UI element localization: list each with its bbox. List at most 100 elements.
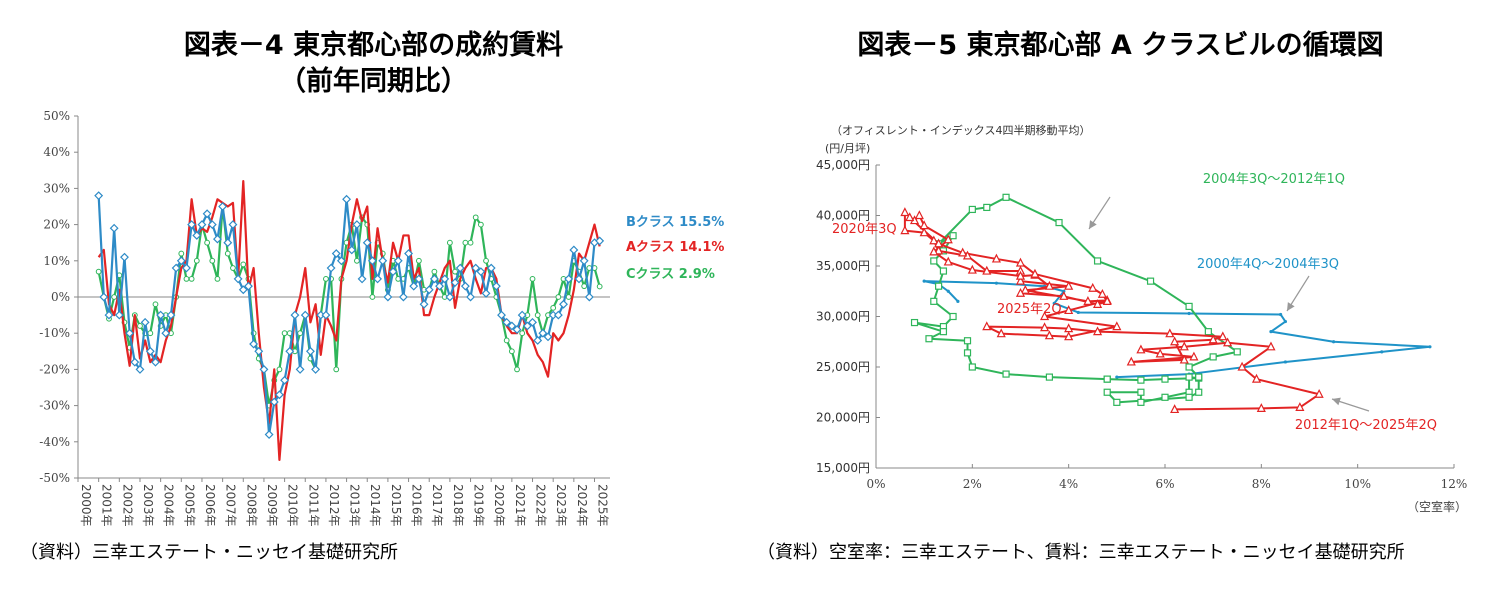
data-point (369, 294, 376, 300)
yoy-line-chart: 50% 40% 30% 20% 10% 0% -10% -20% -30% -40% -50% 200… (39, 109, 724, 527)
chart-title-right: 図表－5 東京都心部 A クラスビルの循環図 (857, 30, 1384, 61)
x-tick-label: 2017年 (430, 484, 444, 527)
data-point (512, 325, 522, 335)
data-point (238, 285, 248, 295)
data-point (388, 267, 398, 277)
x-tick-label: 2009年 (265, 484, 279, 527)
data-point (534, 312, 541, 319)
data-point (564, 274, 574, 284)
x-tick-label: 2012年 (327, 484, 341, 527)
x-tick-label: 2000年 (79, 484, 93, 527)
data-point (94, 191, 104, 201)
data-point (595, 236, 605, 246)
y-tick-label: 10% (43, 254, 70, 268)
data-point (935, 282, 943, 290)
data-point (1269, 330, 1273, 334)
data-point (300, 310, 310, 320)
data-point (491, 281, 501, 291)
y-tick-label: 45,000円 (816, 158, 870, 172)
data-point (187, 220, 197, 230)
data-point (900, 225, 910, 235)
data-point (321, 310, 331, 320)
y-tick-label: -50% (39, 471, 70, 485)
data-point (354, 257, 360, 264)
data-point (1059, 290, 1069, 300)
chart-title-line2: （前年同期比） (279, 66, 468, 97)
data-point (404, 249, 414, 259)
x-tick-label: 2006年 (203, 484, 217, 527)
data-point (130, 357, 140, 367)
data-point (930, 257, 938, 265)
data-point (922, 279, 926, 283)
x-tick-label: 0% (866, 477, 885, 491)
annotation-label: 2025年2Q (997, 302, 1062, 317)
data-point (1044, 280, 1054, 290)
data-point (460, 281, 470, 291)
end-label: Bクラス 15.5% (626, 215, 724, 230)
data-point (982, 321, 992, 331)
x-tick-label: 2015年 (389, 484, 403, 527)
data-point (1251, 373, 1262, 383)
y-tick-label: 0% (51, 290, 70, 304)
x-tick-label: 6% (1155, 477, 1174, 491)
data-point (1015, 270, 1026, 280)
data-point (1040, 322, 1050, 332)
data-point (900, 207, 910, 217)
data-point (982, 265, 992, 275)
data-point (213, 234, 222, 244)
data-point (1185, 393, 1193, 401)
data-point (1295, 402, 1305, 411)
data-point (424, 285, 434, 295)
data-point (224, 250, 231, 257)
data-point (1179, 354, 1189, 364)
data-point (1076, 310, 1080, 315)
data-point (398, 292, 408, 302)
data-point (1137, 388, 1145, 396)
y-tick-label: 25,000円 (816, 360, 870, 374)
data-point (929, 246, 939, 256)
data-point (472, 214, 479, 221)
data-point (1088, 282, 1098, 292)
data-point (1283, 319, 1288, 324)
data-point (1092, 299, 1103, 308)
data-point (946, 289, 950, 293)
data-point (919, 227, 929, 237)
data-point (565, 294, 572, 300)
data-point (373, 274, 383, 284)
data-point (414, 274, 424, 284)
data-point (1064, 331, 1074, 341)
data-point (285, 346, 295, 356)
data-point (1015, 287, 1026, 297)
data-point (1015, 257, 1026, 267)
data-point (529, 276, 536, 282)
data-point (230, 265, 236, 271)
data-point (1256, 403, 1266, 413)
data-point (476, 267, 486, 277)
data-point (357, 274, 367, 284)
data-point (996, 328, 1006, 338)
data-point (939, 267, 948, 275)
x-tick-label: 2023年 (554, 484, 568, 527)
data-point (929, 235, 939, 245)
data-point (383, 292, 393, 302)
y-tick-label: 20,000円 (816, 411, 870, 425)
data-point (204, 239, 211, 246)
x-tick-label: 4% (1059, 477, 1078, 491)
data-point (99, 292, 109, 302)
data-point (559, 299, 568, 309)
y-tick-label: 50% (43, 109, 70, 123)
data-point (178, 250, 185, 257)
data-point (519, 330, 526, 337)
data-point (1044, 330, 1054, 340)
data-point (486, 263, 496, 273)
data-point (477, 221, 484, 228)
data-point (1195, 388, 1203, 396)
x-tick-label: 10% (1344, 477, 1371, 491)
data-point (147, 330, 154, 337)
x-tick-label: 2001年 (100, 484, 114, 527)
data-point (1187, 311, 1191, 316)
y-tick-label: 15,000円 (816, 461, 870, 475)
data-point (1097, 288, 1107, 298)
data-point (409, 281, 419, 291)
data-point (114, 310, 124, 320)
